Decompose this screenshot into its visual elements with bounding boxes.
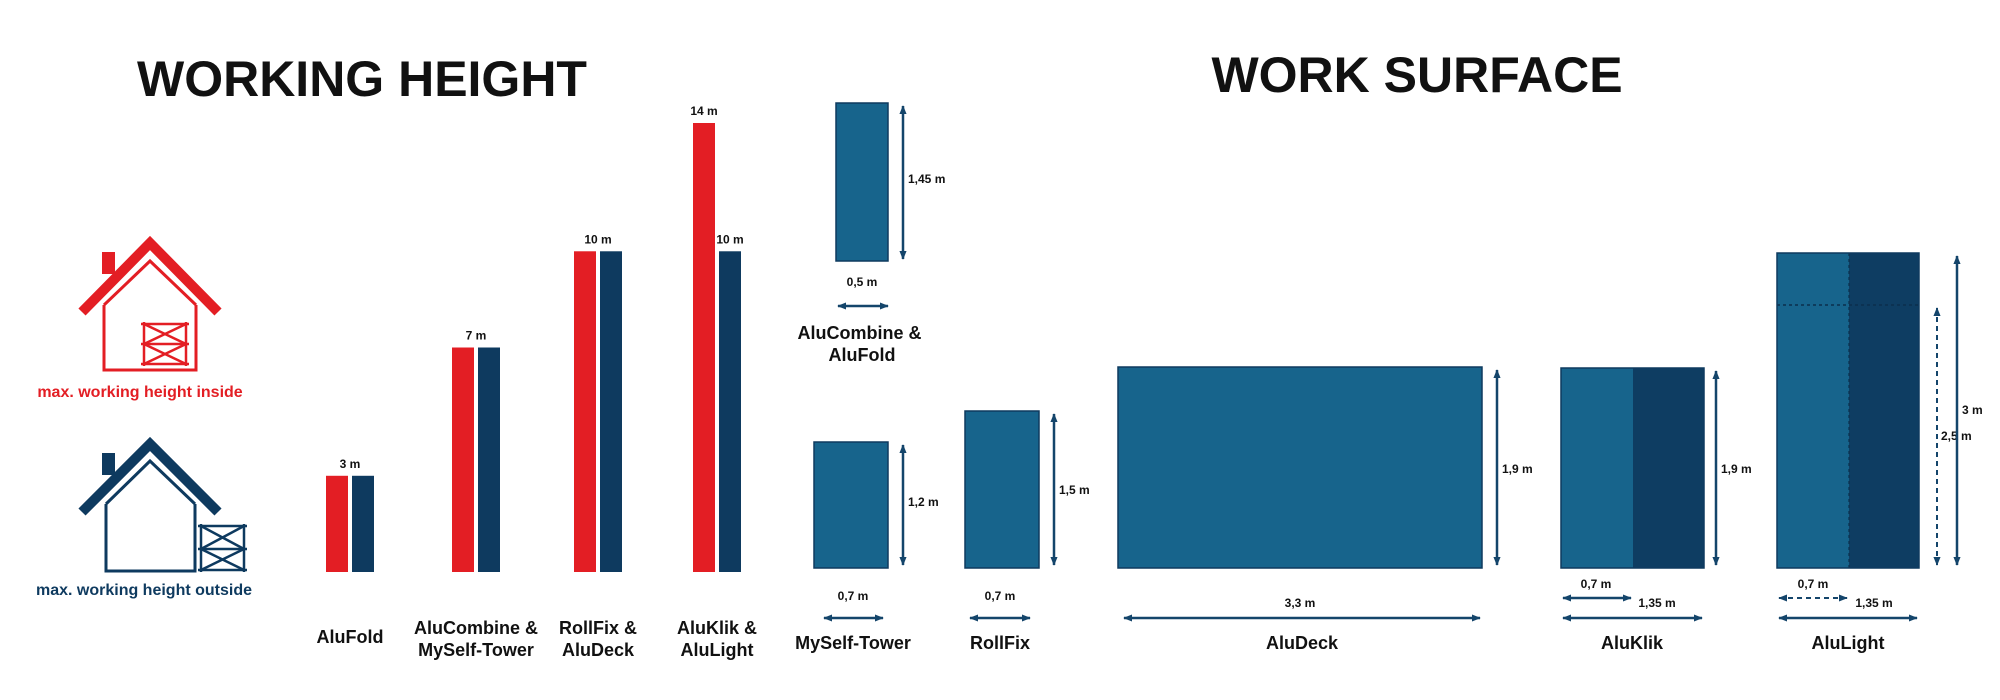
bar-value-label: 14 m xyxy=(690,104,717,118)
bar-outside-0 xyxy=(352,475,374,572)
platform-name: MySelf-Tower xyxy=(795,633,911,653)
platform-aludeck-surface xyxy=(1117,366,1483,569)
platform-aluklik-outline xyxy=(1560,367,1705,569)
working-height-chart: 3 m AluFold 7 m AluCombine & MySelf-Tower 10 … xyxy=(317,104,758,660)
platform-alucombine-alufold: 1,45 m 0,5 m AluCombine & AluFold xyxy=(797,102,945,365)
bar-value-label: 10 m xyxy=(584,232,611,246)
house-outside-scaffold-icon xyxy=(78,436,247,573)
platform-alulight-outline xyxy=(1776,252,1920,569)
working-height-title: WORKING HEIGHT xyxy=(137,51,587,107)
width-label: 0,5 m xyxy=(847,275,878,289)
length-label: 1,2 m xyxy=(908,495,939,509)
width-label: 0,7 m xyxy=(985,589,1016,603)
platform-rollfix: 1,5 m 0,7 m RollFix xyxy=(964,410,1090,653)
width-label: 0,7 m xyxy=(1798,577,1829,591)
platform-name: RollFix xyxy=(970,633,1030,653)
bar-inside-0 xyxy=(326,475,348,572)
bar-inside-2 xyxy=(574,251,596,573)
platform-name: AluCombine & AluFold xyxy=(797,323,926,365)
platform-aluklik: 1,9 m 0,7 m 1,35 m AluKlik xyxy=(1560,367,1752,653)
house-inside-scaffold-icon xyxy=(78,235,222,372)
legend-inside-label: max. working height inside xyxy=(37,384,242,401)
legend-outside-label: max. working height outside xyxy=(36,582,252,599)
bar-value-label: 10 m xyxy=(716,232,743,246)
length-label: 1,9 m xyxy=(1502,462,1533,476)
platform-name: AluLight xyxy=(1812,633,1885,653)
category-label: RollFix & AluDeck xyxy=(559,618,637,660)
length-label: 1,9 m xyxy=(1721,462,1752,476)
category-label: AluKlik & AluLight xyxy=(677,618,757,660)
width-label: 0,7 m xyxy=(838,589,869,603)
length-label: 1,45 m xyxy=(908,172,945,186)
bar-outside-2 xyxy=(600,251,622,573)
bar-value-label: 3 m xyxy=(340,457,361,471)
bar-value-label: 7 m xyxy=(466,329,487,343)
width-label-2: 1,35 m xyxy=(1638,596,1675,610)
bar-outside-1 xyxy=(478,347,500,572)
platform-rollfix-surface xyxy=(964,410,1040,569)
width-label-2: 1,35 m xyxy=(1855,596,1892,610)
bar-inside-3 xyxy=(693,123,715,572)
bar-outside-3 xyxy=(719,251,741,573)
length-label: 3 m xyxy=(1962,403,1983,417)
platform-myself-tower-surface xyxy=(813,441,889,569)
platform-aluklik-surface-wide xyxy=(1633,368,1704,568)
platform-alulight: 2,5 m 3 m 0,7 m 1,35 m AluLight xyxy=(1776,252,1983,653)
category-label: AluFold xyxy=(317,627,384,647)
platform-aludeck: 1,9 m 3,3 m AluDeck xyxy=(1117,366,1533,653)
platform-name: AluKlik xyxy=(1601,633,1664,653)
platform-alulight-surface-narrow xyxy=(1777,253,1849,568)
platform-aluklik-surface-narrow xyxy=(1561,368,1633,568)
platform-alulight-surface-wide xyxy=(1849,253,1919,568)
platform-alucombine-alufold-surface xyxy=(835,102,889,262)
bar-inside-1 xyxy=(452,347,474,572)
category-label: AluCombine & MySelf-Tower xyxy=(414,618,538,660)
length-label: 1,5 m xyxy=(1059,483,1090,497)
work-surface-title: WORK SURFACE xyxy=(1211,47,1622,103)
width-label: 0,7 m xyxy=(1581,577,1612,591)
width-label: 3,3 m xyxy=(1285,596,1316,610)
platform-name: AluDeck xyxy=(1266,633,1339,653)
platform-myself-tower: 1,2 m 0,7 m MySelf-Tower xyxy=(795,441,939,653)
